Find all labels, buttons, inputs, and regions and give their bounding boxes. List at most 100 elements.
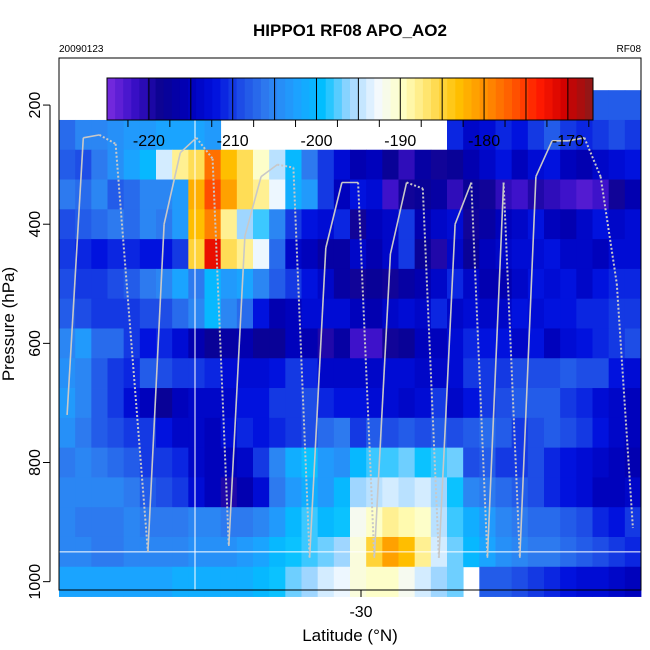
heatmap-cell xyxy=(430,239,448,270)
flight-track xyxy=(66,134,634,558)
heatmap-cell xyxy=(301,507,319,538)
heatmap-cell xyxy=(204,119,222,151)
heatmap-cell xyxy=(592,239,610,270)
heatmap-cell xyxy=(253,358,270,389)
heatmap-cell xyxy=(560,149,577,180)
heatmap-cell xyxy=(495,239,513,270)
heatmap-cell xyxy=(382,179,399,210)
heatmap-cell xyxy=(350,149,367,180)
colorbar-swatch xyxy=(341,78,351,120)
heatmap-cell xyxy=(495,328,513,359)
heatmap-cell xyxy=(608,90,626,121)
heatmap-cell xyxy=(285,149,302,180)
heatmap-cell xyxy=(269,358,286,389)
colorbar-swatch xyxy=(220,78,229,120)
heatmap-cell xyxy=(269,179,286,210)
heatmap-cell xyxy=(139,388,157,419)
colorbar-tick-label: -200 xyxy=(300,133,332,150)
flight-track-segment xyxy=(277,163,294,169)
heatmap-cell xyxy=(463,477,480,508)
heatmap-cell xyxy=(544,417,561,449)
heatmap-cell xyxy=(253,298,270,329)
heatmap-cell xyxy=(75,388,92,419)
heatmap-cell xyxy=(333,179,351,210)
flight-track-segment xyxy=(373,253,392,558)
heatmap-cell xyxy=(398,268,416,300)
heatmap-cell xyxy=(624,239,642,270)
heatmap-cell xyxy=(414,507,432,538)
heatmap-cell xyxy=(495,388,513,419)
heatmap-cell xyxy=(236,149,254,180)
heatmap-cell xyxy=(75,417,92,449)
heatmap-cell xyxy=(236,298,254,329)
heatmap-cell xyxy=(188,388,205,419)
heatmap-cell xyxy=(463,417,480,449)
flight-track-segment xyxy=(98,134,117,145)
date-label: 20090123 xyxy=(59,44,104,55)
heatmap-cell xyxy=(495,298,513,329)
heatmap-cell xyxy=(107,179,125,210)
heatmap-cell xyxy=(430,298,448,329)
heatmap-cell xyxy=(285,179,302,210)
heatmap-cell xyxy=(75,477,92,508)
heatmap-cell xyxy=(463,388,480,419)
heatmap-cell xyxy=(204,447,222,478)
heatmap-cell xyxy=(236,328,254,359)
heatmap-cell xyxy=(592,90,610,121)
heatmap-cell xyxy=(624,298,642,329)
colorbar-swatch xyxy=(576,78,586,120)
heatmap-cell xyxy=(527,209,545,240)
flight-track-segment xyxy=(454,182,473,225)
heatmap-cell xyxy=(139,328,157,359)
heatmap-cell xyxy=(592,268,610,300)
heatmap-cell xyxy=(430,179,448,210)
heatmap-cell xyxy=(398,358,416,389)
heatmap-cell xyxy=(91,358,108,389)
colorbar-swatch xyxy=(196,78,205,120)
heatmap-cell xyxy=(301,239,319,270)
heatmap-cell xyxy=(123,388,141,419)
heatmap-cell xyxy=(236,477,254,508)
heatmap-cell xyxy=(447,149,464,180)
heatmap-cell xyxy=(91,268,108,300)
heatmap-cell xyxy=(156,507,173,538)
flight-track-segment xyxy=(244,176,262,237)
flight-track-segment xyxy=(535,140,553,177)
heatmap-cell xyxy=(91,209,108,240)
heatmap-cell xyxy=(366,149,383,180)
heatmap-cell xyxy=(447,447,464,478)
heatmap-cell xyxy=(123,209,141,240)
heatmap-cell xyxy=(220,417,238,449)
flight-track-segment xyxy=(470,182,489,558)
heatmap-cell xyxy=(382,358,399,389)
heatmap-cell xyxy=(592,507,610,538)
heatmap-cell xyxy=(269,477,286,508)
colorbar-swatch xyxy=(439,78,448,120)
heatmap-cell xyxy=(139,268,157,300)
heatmap-cell xyxy=(463,328,480,359)
heatmap-cell xyxy=(495,566,513,597)
heatmap-cell xyxy=(495,417,513,449)
heatmap-cell xyxy=(188,358,205,389)
colorbar-tick-label: -170 xyxy=(552,133,584,150)
heatmap-cell xyxy=(592,179,610,210)
heatmap-cell xyxy=(204,298,222,329)
heatmap-cell xyxy=(91,149,108,180)
heatmap-cell xyxy=(592,298,610,329)
colorbar: -220 -210 -200 -190 -180 -170 xyxy=(106,77,594,150)
heatmap-cell xyxy=(350,268,367,300)
colorbar-swatch xyxy=(358,78,367,120)
heatmap-cell xyxy=(220,209,238,240)
heatmap-cell xyxy=(123,447,141,478)
heatmap-cell xyxy=(624,566,642,597)
heatmap-cell xyxy=(253,268,270,300)
colorbar-swatch xyxy=(455,78,464,120)
colorbar-swatch xyxy=(366,78,375,120)
heatmap-cell xyxy=(366,477,383,508)
heatmap-cell xyxy=(188,328,205,359)
heatmap-cell xyxy=(301,268,319,300)
colorbar-swatch xyxy=(382,78,391,120)
heatmap-cell xyxy=(253,477,270,508)
heatmap-cell xyxy=(188,507,205,538)
